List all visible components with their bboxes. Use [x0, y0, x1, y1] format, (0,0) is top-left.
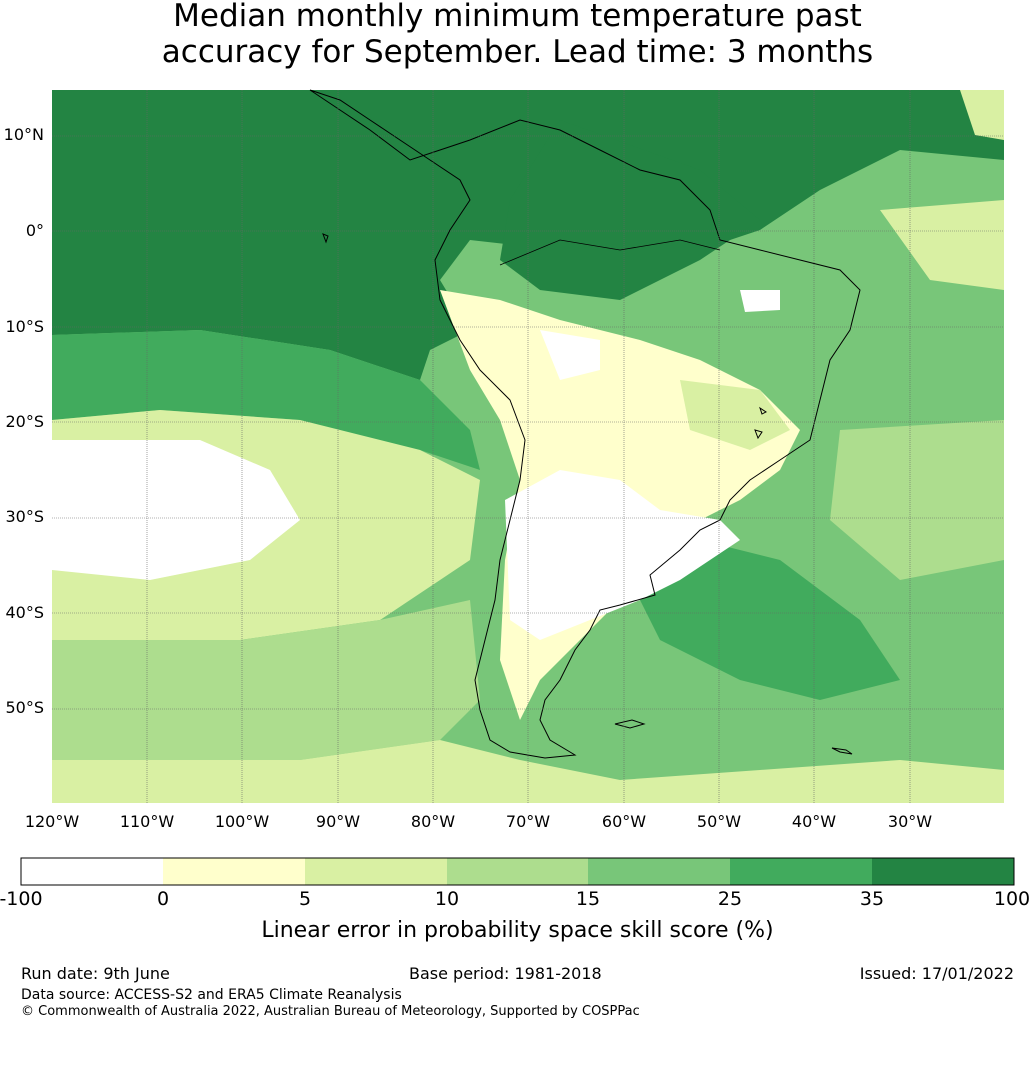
base-period: Base period: 1981-2018 [409, 964, 602, 983]
lat-label-40s: 40°S [5, 603, 44, 622]
lon-label-60w: 60°W [601, 812, 647, 831]
colorbar-tick-100: 100 [993, 888, 1031, 910]
lon-label-50w: 50°W [696, 812, 742, 831]
run-date: Run date: 9th June [21, 964, 170, 983]
colorbar [20, 857, 1015, 886]
colorbar-tick-10: 10 [434, 888, 460, 910]
lon-label-30w: 30°W [887, 812, 933, 831]
issued-date: Issued: 17/01/2022 [859, 964, 1014, 983]
colorbar-segment-5 [588, 858, 730, 885]
colorbar-segment-1 [21, 858, 163, 885]
lat-label-30s: 30°S [5, 507, 44, 526]
lon-label-120w: 120°W [24, 812, 80, 831]
lat-label-50s: 50°S [5, 698, 44, 717]
colorbar-tick-35: 35 [859, 888, 885, 910]
lon-label-110w: 110°W [119, 812, 175, 831]
lon-label-90w: 90°W [315, 812, 361, 831]
data-source: Data source: ACCESS-S2 and ERA5 Climate … [21, 987, 402, 1003]
colorbar-segment-6 [730, 858, 872, 885]
colorbar-outline [20, 857, 1015, 886]
lat-label-20s: 20°S [5, 412, 44, 431]
colorbar-tick-15: 15 [575, 888, 601, 910]
map-title-line-1: Median monthly minimum temperature past [173, 0, 862, 34]
colorbar-tick-5: 5 [298, 888, 312, 910]
lat-label-10n: 10°N [3, 125, 44, 144]
lat-label-0: 0° [25, 221, 44, 240]
lon-label-80w: 80°W [410, 812, 456, 831]
map-title-line-2: accuracy for September. Lead time: 3 mon… [161, 34, 874, 70]
colorbar-segment-4 [447, 858, 588, 885]
lon-label-70w: 70°W [505, 812, 551, 831]
colorbar-tick-25: 25 [717, 888, 743, 910]
colorbar-segment-7 [872, 858, 1014, 885]
lon-label-100w: 100°W [214, 812, 270, 831]
colorbar-segment-3 [305, 858, 447, 885]
colorbar-tick-0: 0 [156, 888, 170, 910]
lon-label-40w: 40°W [791, 812, 837, 831]
colorbar-segment-2 [163, 858, 305, 885]
lat-label-10s: 10°S [5, 317, 44, 336]
map-gridlines [52, 90, 1004, 803]
copyright: © Commonwealth of Australia 2022, Austra… [21, 1004, 640, 1019]
colorbar-label: Linear error in probability space skill … [261, 918, 774, 943]
map-panel [52, 89, 1004, 803]
colorbar-tick-minus-100: -100 [0, 888, 43, 910]
